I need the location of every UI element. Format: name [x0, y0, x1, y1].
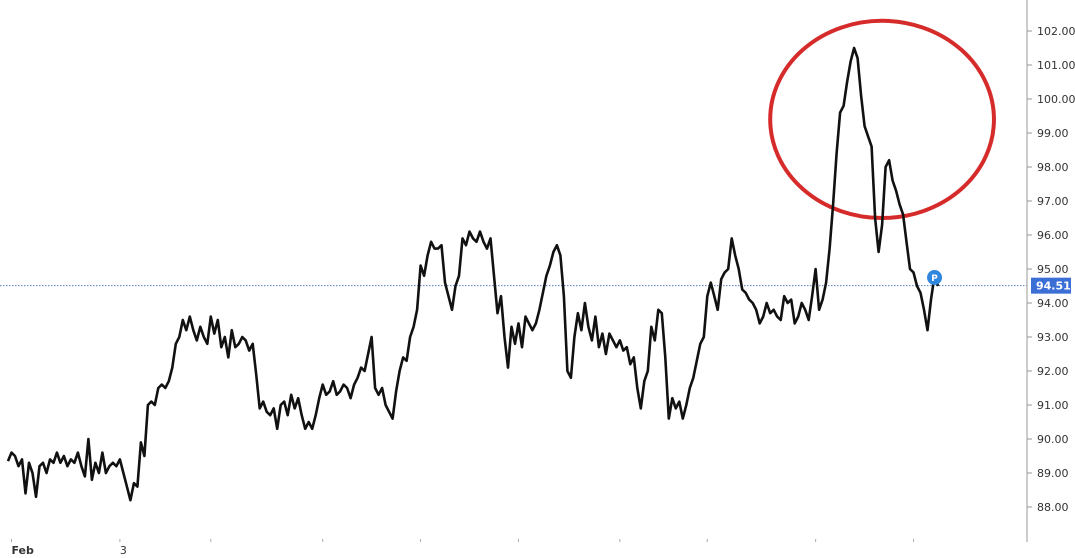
p-marker-label: P — [931, 274, 938, 284]
y-tick-label: 94.00 — [1037, 297, 1069, 310]
y-axis-ticks: 88.00 89.00 90.00 91.00 92.00 93.00 94.00 95.00… — [1027, 25, 1075, 514]
y-tick-label: 101.00 — [1037, 59, 1075, 72]
y-tick-label: 100.00 — [1037, 93, 1075, 106]
y-tick-label: 99.00 — [1037, 127, 1069, 140]
current-price-label: 94.51 — [1031, 277, 1071, 294]
p-marker[interactable]: P — [927, 270, 943, 285]
highlight-circle-annotation — [768, 18, 996, 220]
y-tick-label: 90.00 — [1037, 433, 1069, 446]
y-tick-label: 102.00 — [1037, 25, 1075, 38]
current-price-value: 94.51 — [1036, 280, 1071, 293]
y-tick-label: 98.00 — [1037, 161, 1069, 174]
price-series-line — [6, 46, 940, 502]
y-tick-label: 89.00 — [1037, 467, 1069, 480]
x-tick-label: Feb — [11, 544, 34, 557]
current-price-badge — [1031, 277, 1071, 294]
y-tick-label: 88.00 — [1037, 501, 1069, 514]
y-tick-label: 95.00 — [1037, 263, 1069, 276]
y-tick-label: 93.00 — [1037, 331, 1069, 344]
y-tick-label: 91.00 — [1037, 399, 1069, 412]
y-tick-label: 97.00 — [1037, 195, 1069, 208]
x-tick-label: 3 — [120, 544, 127, 557]
x-axis-tick-marks — [10, 539, 915, 542]
y-tick-label: 92.00 — [1037, 365, 1069, 378]
y-tick-label: 96.00 — [1037, 229, 1069, 242]
p-marker-badge[interactable] — [927, 270, 943, 285]
x-axis-labels: Feb 3 — [11, 544, 126, 557]
